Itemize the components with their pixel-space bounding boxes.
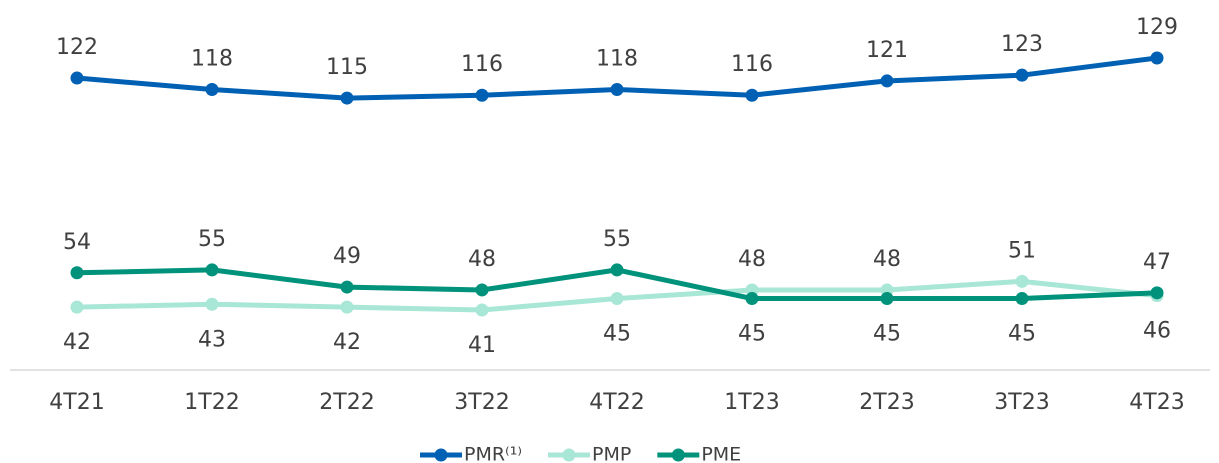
point: [1015, 292, 1029, 306]
x-tick-label: 3T23: [994, 390, 1049, 415]
point: [745, 88, 759, 102]
x-tick-label: 1T23: [724, 390, 779, 415]
point: [745, 292, 759, 306]
legend-label: PMP: [592, 444, 631, 463]
data-label: 43: [198, 327, 226, 352]
data-label: 116: [731, 52, 773, 77]
data-label: 118: [191, 47, 233, 72]
x-tick-label: 4T22: [589, 390, 644, 415]
data-label: 54: [63, 230, 91, 255]
point: [1015, 68, 1029, 82]
data-label: 49: [333, 244, 361, 269]
point: [1150, 286, 1164, 300]
data-label: 118: [596, 47, 638, 72]
legend-label: PME: [701, 444, 741, 463]
legend-marker: [434, 448, 448, 462]
point: [205, 83, 219, 96]
data-label: 129: [1136, 15, 1178, 40]
legend-marker: [562, 448, 576, 462]
data-label: 42: [63, 330, 91, 355]
point: [70, 300, 84, 314]
data-label: 115: [326, 55, 368, 80]
point: [340, 300, 354, 314]
data-label: 41: [468, 333, 496, 358]
point: [205, 263, 219, 277]
data-label: 121: [866, 38, 908, 63]
data-label: 116: [461, 52, 503, 77]
x-tick-label: 2T23: [859, 390, 914, 415]
legend-marker: [671, 448, 685, 462]
point: [1150, 51, 1164, 65]
point: [475, 283, 489, 297]
point: [475, 88, 489, 102]
data-label: 55: [198, 227, 226, 252]
point: [880, 292, 894, 306]
data-label: 45: [738, 322, 766, 347]
x-tick-label: 3T22: [454, 390, 509, 415]
point: [340, 91, 354, 105]
x-tick-label: 4T23: [1129, 390, 1184, 415]
point: [1015, 274, 1029, 288]
data-label: 48: [738, 247, 766, 272]
x-tick-label: 2T22: [319, 390, 374, 415]
data-label: 45: [1008, 322, 1036, 347]
x-tick-label: 4T21: [49, 390, 104, 415]
point: [610, 263, 624, 277]
data-label: 46: [1143, 319, 1171, 344]
point: [340, 280, 354, 294]
data-label: 123: [1001, 32, 1043, 57]
point: [70, 266, 84, 280]
point: [880, 74, 894, 88]
data-label: 51: [1008, 238, 1036, 263]
data-label: 48: [468, 247, 496, 272]
point: [475, 303, 489, 317]
data-label: 47: [1143, 250, 1171, 275]
x-tick-label: 1T22: [184, 390, 239, 415]
data-label: 55: [603, 227, 631, 252]
point: [70, 71, 84, 85]
point: [610, 292, 624, 306]
data-label: 45: [603, 322, 631, 347]
legend-label: PMR⁽¹⁾: [464, 444, 522, 463]
data-label: 42: [333, 330, 361, 355]
point: [205, 297, 219, 311]
data-label: 122: [56, 35, 98, 60]
data-label: 48: [873, 247, 901, 272]
data-label: 45: [873, 322, 901, 347]
point: [610, 83, 624, 96]
